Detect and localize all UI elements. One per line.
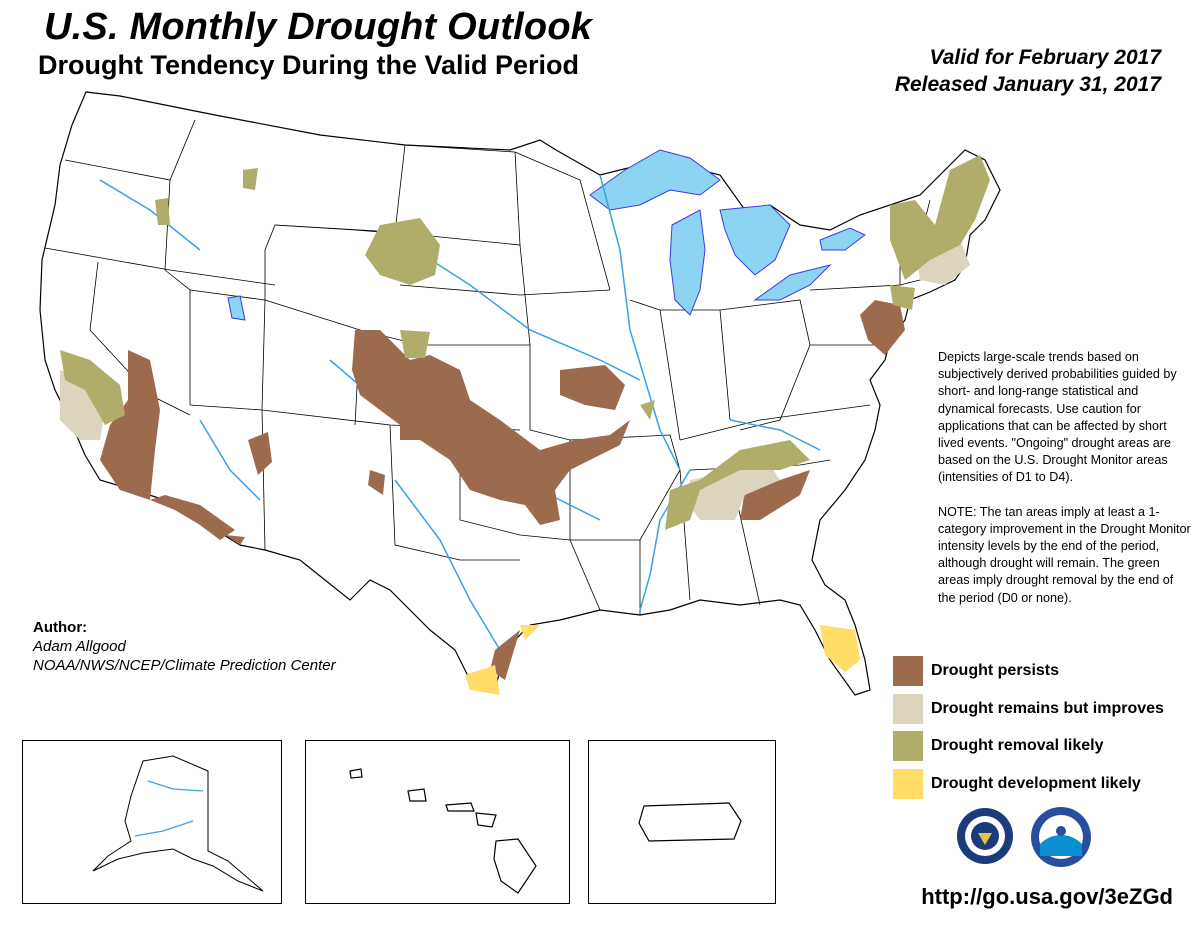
- drought-persists-ca: [100, 350, 235, 540]
- valid-release-block: Valid for February 2017 Released January…: [895, 44, 1161, 98]
- legend-swatch: [893, 768, 923, 799]
- map-subtitle: Drought Tendency During the Valid Period: [38, 50, 580, 80]
- author-block: Author: Adam Allgood NOAA/NWS/NCEP/Clima…: [33, 618, 336, 675]
- drought-removal-northeast: [890, 155, 990, 280]
- drought-persists-az-south: [225, 535, 245, 545]
- drought-persists-az: [248, 432, 272, 475]
- drought-removal-mt: [243, 168, 258, 190]
- drought-development-fl: [820, 625, 860, 672]
- description-panel: Depicts large-scale trends based on subj…: [938, 349, 1193, 607]
- noaa-nws-seal-icon: [957, 808, 1013, 864]
- legend-label: Drought remains but improves: [931, 699, 1164, 717]
- valid-period: Valid for February 2017: [929, 46, 1161, 69]
- url-link[interactable]: http://go.usa.gov/3eZGd: [921, 884, 1173, 909]
- lake-ontario: [819, 227, 866, 251]
- puerto-rico-inset: [588, 740, 776, 904]
- release-date: Released January 31, 2017: [894, 73, 1161, 96]
- drought-development-tx: [465, 665, 500, 695]
- legend-swatch: [893, 693, 923, 724]
- lake-huron: [719, 204, 791, 276]
- author-org: NOAA/NWS/NCEP/Climate Prediction Center: [33, 657, 336, 674]
- author-heading: Author:: [33, 619, 88, 636]
- lake-superior: [589, 149, 721, 211]
- alaska-map: [92, 755, 264, 892]
- hawaii-inset: [305, 740, 570, 904]
- legend-label: Drought persists: [931, 662, 1060, 679]
- alaska-inset: [22, 740, 282, 904]
- puerto-rico-map: [638, 802, 742, 842]
- drought-removal-id: [155, 198, 170, 225]
- drought-removal-ms: [640, 400, 655, 420]
- hawaii-map: [349, 768, 537, 894]
- description-text: Depicts large-scale trends based on subj…: [938, 350, 1177, 485]
- drought-removal-nd-sd: [365, 218, 440, 285]
- drought-removal-ne: [400, 330, 430, 358]
- lake-erie: [753, 264, 832, 301]
- legend-swatch: [893, 731, 923, 761]
- legend-swatch: [893, 656, 923, 686]
- legend-label: Drought removal likely: [931, 737, 1104, 754]
- map-title: U.S. Monthly Drought Outlook: [44, 6, 593, 48]
- drought-persists-nm: [368, 470, 385, 495]
- drought-improves-ca: [60, 370, 105, 440]
- author-name: Adam Allgood: [33, 638, 126, 655]
- drought-removal-ca: [60, 350, 125, 425]
- noaa-logo-icon: [1031, 807, 1091, 867]
- description-note: NOTE: The tan areas imply at least a 1-c…: [938, 504, 1191, 605]
- drought-persists-southeast: [740, 470, 810, 520]
- drought-areas: [60, 155, 990, 695]
- lake-michigan: [669, 209, 706, 316]
- legend-label: Drought development likely: [931, 774, 1141, 792]
- drought-removal-mid-atlantic: [890, 285, 915, 310]
- great-lakes: [227, 149, 866, 321]
- drought-persists-plains: [352, 330, 630, 525]
- drought-removal-southeast: [665, 440, 810, 530]
- drought-persists-mo: [560, 365, 625, 410]
- drought-persists-tx-coast: [490, 630, 520, 680]
- drought-persists-pa-nj: [860, 300, 905, 355]
- great-salt-lake: [227, 295, 246, 321]
- conus-outline: [39, 91, 1001, 696]
- drought-development-tx-coast: [520, 625, 540, 640]
